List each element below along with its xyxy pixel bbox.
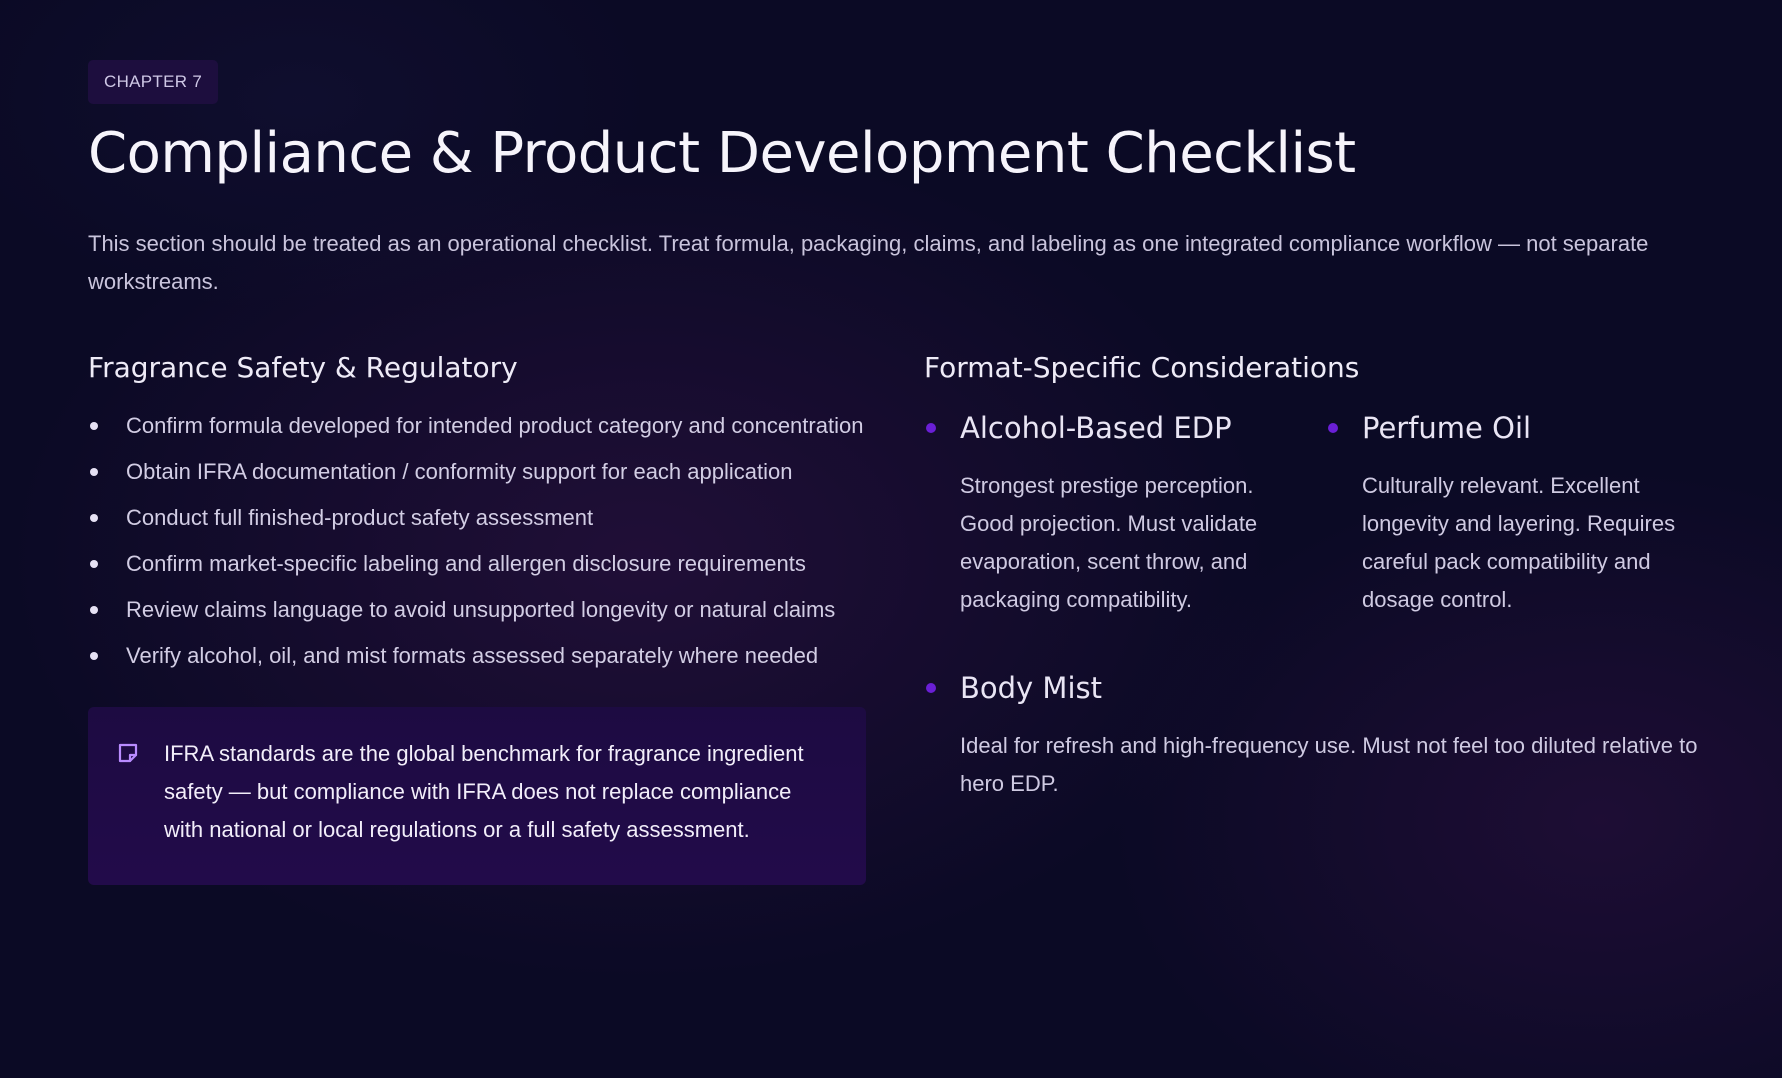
checklist-item-text: Confirm market-specific labeling and all… xyxy=(126,550,806,576)
format-title-row: Perfume Oil xyxy=(1326,409,1706,447)
slide: CHAPTER 7 Compliance & Product Developme… xyxy=(88,60,1698,1031)
bullet-icon xyxy=(90,513,98,522)
chapter-badge: CHAPTER 7 xyxy=(88,60,219,104)
checklist-item-text: Review claims language to avoid unsuppor… xyxy=(126,596,836,622)
format-title: Alcohol-Based EDP xyxy=(960,410,1232,445)
bullet-icon xyxy=(926,422,936,433)
format-description: Culturally relevant. Excellent longevity… xyxy=(1362,472,1676,612)
checklist-item: Obtain IFRA documentation / conformity s… xyxy=(88,453,866,491)
bullet-icon xyxy=(90,651,98,660)
checklist-item: Confirm formula developed for intended p… xyxy=(88,407,866,445)
note-text: IFRA standards are the global benchmark … xyxy=(164,740,804,842)
checklist-item-text: Verify alcohol, oil, and mist formats as… xyxy=(126,642,819,668)
bullet-icon xyxy=(1328,422,1338,433)
formats-section: Format-Specific Considerations Alcohol-B… xyxy=(924,351,1704,796)
sticky-note-icon xyxy=(116,741,140,765)
checklist-item-text: Conduct full finished-product safety ass… xyxy=(126,504,594,530)
formats-heading: Format-Specific Considerations xyxy=(924,351,1360,385)
intro-paragraph: This section should be treated as an ope… xyxy=(88,231,1649,295)
format-title: Perfume Oil xyxy=(1362,410,1532,445)
ifra-note-callout: IFRA standards are the global benchmark … xyxy=(88,706,866,885)
bullet-icon xyxy=(926,682,936,693)
format-description: Strongest prestige perception. Good proj… xyxy=(960,472,1258,612)
safety-checklist: Confirm formula developed for intended p… xyxy=(88,407,866,675)
checklist-item: Conduct full finished-product safety ass… xyxy=(88,499,866,537)
content-columns: Fragrance Safety & Regulatory Confirm fo… xyxy=(88,351,1698,1031)
checklist-item-text: Confirm formula developed for intended p… xyxy=(126,412,864,438)
checklist-item-text: Obtain IFRA documentation / conformity s… xyxy=(126,458,793,484)
checklist-item: Review claims language to avoid unsuppor… xyxy=(88,591,866,629)
safety-heading: Fragrance Safety & Regulatory xyxy=(88,351,518,385)
format-title-row: Alcohol-Based EDP xyxy=(924,409,1304,447)
bullet-icon xyxy=(90,605,98,614)
format-title: Body Mist xyxy=(960,670,1102,705)
page-title: Compliance & Product Development Checkli… xyxy=(88,121,1356,186)
format-description: Ideal for refresh and high-frequency use… xyxy=(960,732,1698,796)
safety-section: Fragrance Safety & Regulatory Confirm fo… xyxy=(88,351,866,885)
bullet-icon xyxy=(90,559,98,568)
format-alcohol-edp: Alcohol-Based EDP Strongest prestige per… xyxy=(924,409,1304,619)
format-title-row: Body Mist xyxy=(924,669,1704,707)
format-body-mist: Body Mist Ideal for refresh and high-fre… xyxy=(924,669,1704,803)
bullet-icon xyxy=(90,421,98,430)
format-perfume-oil: Perfume Oil Culturally relevant. Excelle… xyxy=(1326,409,1706,619)
checklist-item: Confirm market-specific labeling and all… xyxy=(88,545,866,583)
checklist-item: Verify alcohol, oil, and mist formats as… xyxy=(88,637,866,675)
bullet-icon xyxy=(90,467,98,476)
